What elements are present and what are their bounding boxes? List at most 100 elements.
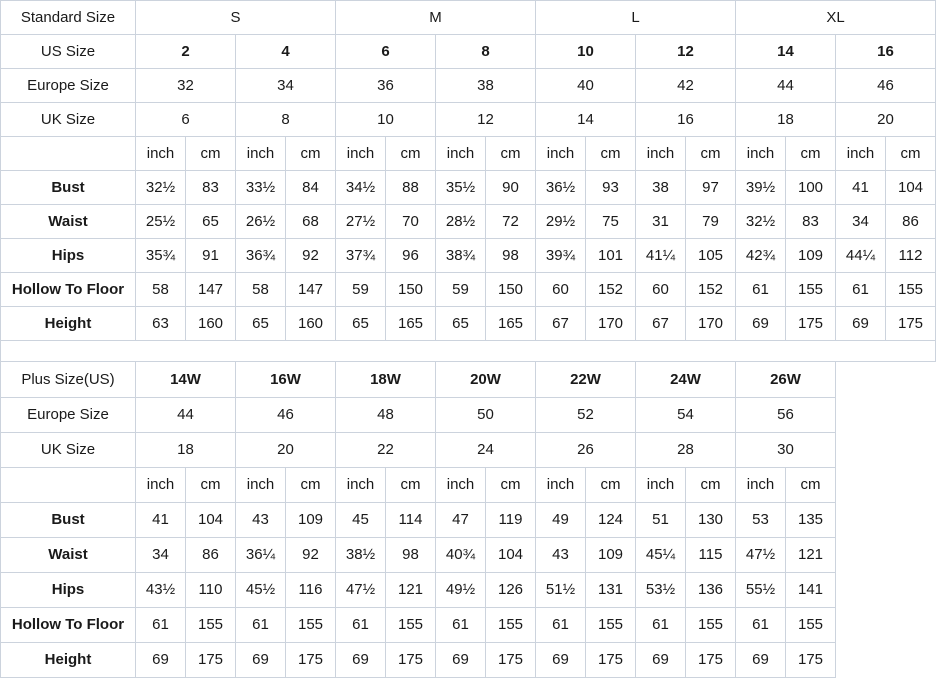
cell: 32½	[735, 204, 786, 239]
cell: 58	[135, 272, 186, 307]
cell: 150	[385, 272, 436, 307]
cell: 69	[435, 641, 486, 678]
table-row: inch cm inch cm inch cm inch cm inch cm inch cm inch…	[0, 466, 836, 503]
cell: 155	[385, 606, 436, 643]
cell: inch	[335, 466, 386, 503]
cell: 22	[335, 431, 436, 468]
row-label: Bust	[0, 501, 136, 538]
cell: 26	[535, 431, 636, 468]
cell: inch	[535, 136, 586, 171]
cell: 28	[635, 431, 736, 468]
cell: 61	[635, 606, 686, 643]
cell: 28½	[435, 204, 486, 239]
cell: cm	[485, 136, 536, 171]
cell: inch	[535, 466, 586, 503]
cell: 34	[235, 68, 336, 103]
cell: 10	[535, 34, 636, 69]
cell: 42	[635, 68, 736, 103]
cell: 47½	[735, 536, 786, 573]
cell: cm	[585, 466, 636, 503]
cell: 45½	[235, 571, 286, 608]
cell: 69	[835, 306, 886, 341]
cell: 67	[635, 306, 686, 341]
cell: inch	[635, 136, 686, 171]
cell: inch	[335, 136, 386, 171]
cell: 155	[685, 606, 736, 643]
cell: 20	[835, 102, 936, 137]
standard-size-table: Standard Size S M L XL US Size 2 4 6 8 10 12 14 16 Eur…	[0, 0, 936, 341]
cell: 68	[285, 204, 336, 239]
cell: 69	[235, 641, 286, 678]
cell: inch	[635, 466, 686, 503]
cell: 109	[285, 501, 336, 538]
cell: 36	[335, 68, 436, 103]
cell: 155	[785, 606, 836, 643]
cell: 12	[435, 102, 536, 137]
cell: 124	[585, 501, 636, 538]
cell: 34	[835, 204, 886, 239]
row-label: Height	[0, 306, 136, 341]
cell: cm	[685, 136, 736, 171]
cell: 160	[285, 306, 336, 341]
cell: 37¾	[335, 238, 386, 273]
cell: 35¾	[135, 238, 186, 273]
cell: 165	[485, 306, 536, 341]
cell: 33½	[235, 170, 286, 205]
cell: 40	[535, 68, 636, 103]
row-label: Hips	[0, 238, 136, 273]
row-label: Bust	[0, 170, 136, 205]
table-row: Height 69 175 69 175 69 175 69 175 69 175 69 175 69 17…	[0, 641, 836, 678]
cell: 175	[385, 641, 436, 678]
cell: 61	[235, 606, 286, 643]
table-row: Hollow To Floor 58 147 58 147 59 150 59 150 60 152…	[0, 272, 936, 307]
cell: 90	[485, 170, 536, 205]
row-label: Plus Size(US)	[0, 362, 136, 398]
table-row: Plus Size(US) 14W 16W 18W 20W 22W 24W 26W	[0, 362, 836, 398]
cell: 104	[885, 170, 936, 205]
cell: 4	[235, 34, 336, 69]
cell: 152	[685, 272, 736, 307]
cell: 115	[685, 536, 736, 573]
cell: 39½	[735, 170, 786, 205]
cell: 119	[485, 501, 536, 538]
cell: cm	[385, 466, 436, 503]
cell: 61	[435, 606, 486, 643]
cell: 36¼	[235, 536, 286, 573]
cell: 109	[785, 238, 836, 273]
cell: 25½	[135, 204, 186, 239]
row-label: UK Size	[0, 431, 136, 468]
cell: 69	[735, 641, 786, 678]
cell: 32½	[135, 170, 186, 205]
cell: 84	[285, 170, 336, 205]
cell: 110	[185, 571, 236, 608]
cell: cm	[685, 466, 736, 503]
cell: 155	[185, 606, 236, 643]
cell: 61	[535, 606, 586, 643]
table-row: Hips 35¾ 91 36¾ 92 37¾ 96 38¾ 98 39¾ 101 41¼ 105 42¾ 1…	[0, 238, 936, 273]
table-row: Europe Size 32 34 36 38 40 42 44 46	[0, 68, 936, 103]
cell: 155	[885, 272, 936, 307]
cell: 105	[685, 238, 736, 273]
cell: 30	[735, 431, 836, 468]
cell: 34½	[335, 170, 386, 205]
cell: 152	[585, 272, 636, 307]
cell: L	[535, 0, 736, 35]
table-spacer	[0, 341, 936, 362]
cell: 65	[335, 306, 386, 341]
cell: cm	[185, 466, 236, 503]
cell: 96	[385, 238, 436, 273]
cell: 50	[435, 396, 536, 433]
cell: 98	[385, 536, 436, 573]
cell: 175	[785, 641, 836, 678]
cell: 43	[535, 536, 586, 573]
cell: 59	[335, 272, 386, 307]
cell: 26W	[735, 362, 836, 398]
cell: 44	[735, 68, 836, 103]
cell: 44	[135, 396, 236, 433]
cell: 40¾	[435, 536, 486, 573]
cell: 136	[685, 571, 736, 608]
cell: 44¼	[835, 238, 886, 273]
cell: 175	[285, 641, 336, 678]
cell: 121	[785, 536, 836, 573]
